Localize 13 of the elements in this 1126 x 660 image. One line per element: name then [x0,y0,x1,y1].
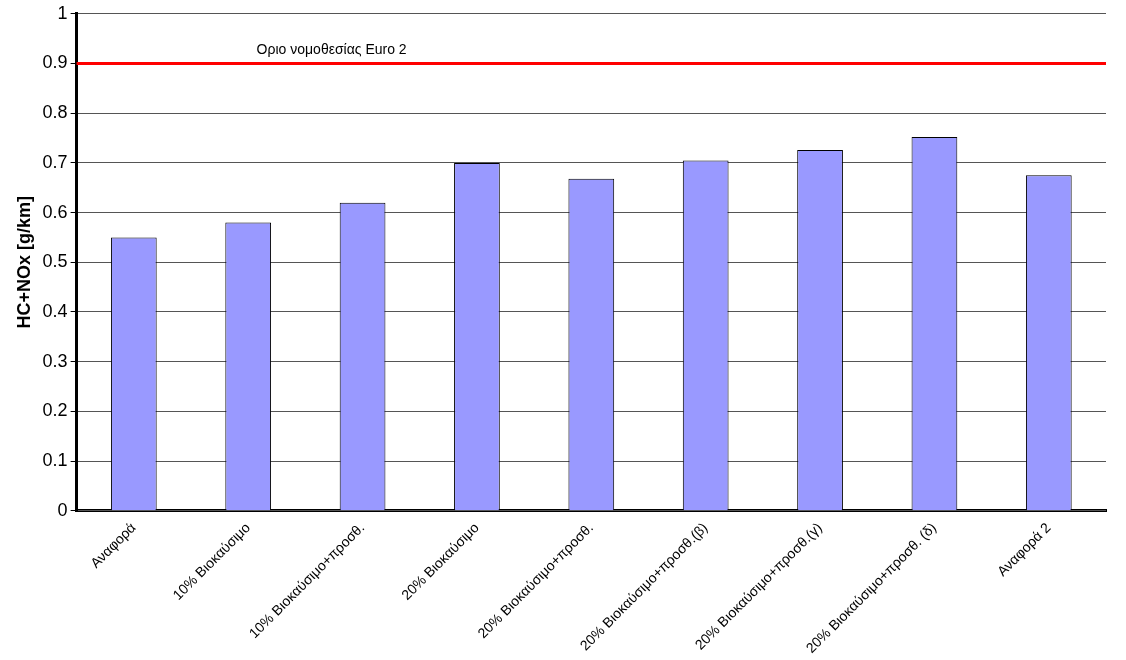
y-axis-title: HC+NOx [g/km] [13,196,34,329]
y-tick-label: 0.5 [42,251,68,272]
y-tick-label: 0 [57,499,68,520]
y-tick-label: 0.9 [42,52,68,73]
ref-line-label: Οριο νομοθεσίας Euro 2 [256,41,407,58]
y-tick-label: 0.2 [42,400,68,421]
y-tick-label: 0.6 [42,201,68,222]
y-tick-label: 1 [57,2,68,23]
y-tick-label: 0.7 [42,151,68,172]
y-tick-label: 0.1 [42,450,68,471]
y-tick-label: 0.4 [42,300,68,321]
y-tick-label: 0.8 [42,102,68,123]
y-tick-label: 0.3 [42,350,68,371]
